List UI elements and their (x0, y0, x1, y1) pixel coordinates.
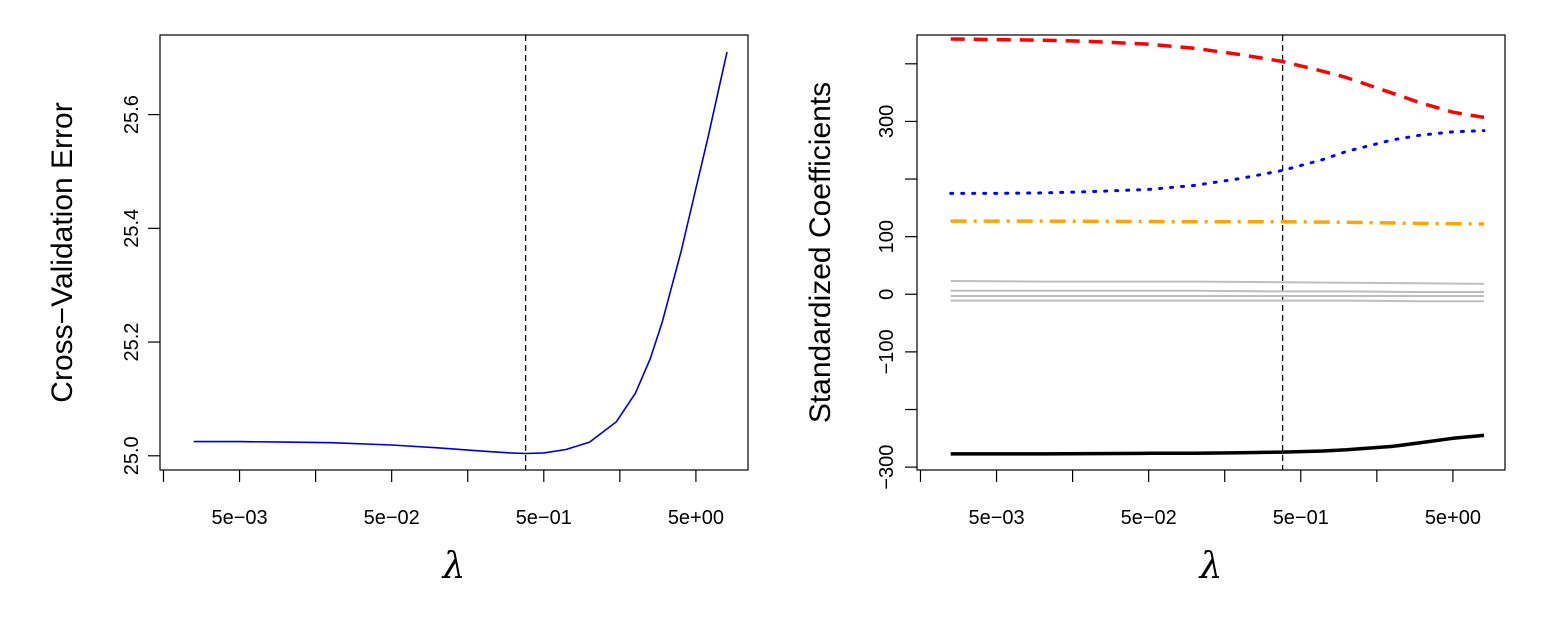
x-tick-label: 5e−03 (211, 507, 267, 529)
series-line-7 (950, 433, 1485, 456)
series-line-3 (950, 280, 1485, 285)
x-tick-label: 5e+00 (1425, 507, 1481, 529)
series-line-4 (950, 289, 1484, 293)
y-tick-label: 300 (876, 105, 898, 138)
series-line-0 (193, 51, 728, 455)
series-line-6 (950, 299, 1484, 303)
plot-frame (159, 34, 749, 471)
y-tick-label: 0 (876, 289, 898, 300)
y-tick-label: 25.4 (121, 209, 143, 248)
plot-frame (916, 34, 1506, 471)
y-axis-title: Standardized Coefficients (804, 82, 837, 423)
x-tick-label: 5e−03 (968, 507, 1024, 529)
x-tick-label: 5e−01 (1273, 507, 1329, 529)
x-tick-label: 5e−01 (516, 507, 572, 529)
series-line-2 (950, 219, 1485, 226)
y-tick-label: −300 (876, 445, 898, 490)
x-tick-label: 5e+00 (668, 507, 724, 529)
series-line-0 (950, 37, 1485, 120)
x-axis-title: λ (1198, 546, 1223, 587)
y-tick-label: −100 (876, 329, 898, 374)
x-tick-label: 5e−02 (364, 507, 420, 529)
series-line-1 (949, 129, 1486, 195)
y-tick-label: 25.0 (121, 436, 143, 475)
y-tick-label: 25.2 (121, 323, 143, 362)
y-tick-label: 25.6 (121, 95, 143, 134)
y-axis-title: Cross−Validation Error (46, 102, 79, 402)
x-axis-title: λ (441, 546, 466, 587)
coefficients-chart: 5e−03 5e−02 5e−01 5e+00 −300 −100 0 100 300 Stand… (804, 34, 1506, 587)
x-tick-label: 5e−02 (1121, 507, 1177, 529)
cv-error-chart: 5e−03 5e−02 5e−01 5e+00 25.0 25.2 25.4 25.6 Cros… (46, 34, 749, 587)
y-tick-label: 100 (876, 220, 898, 253)
